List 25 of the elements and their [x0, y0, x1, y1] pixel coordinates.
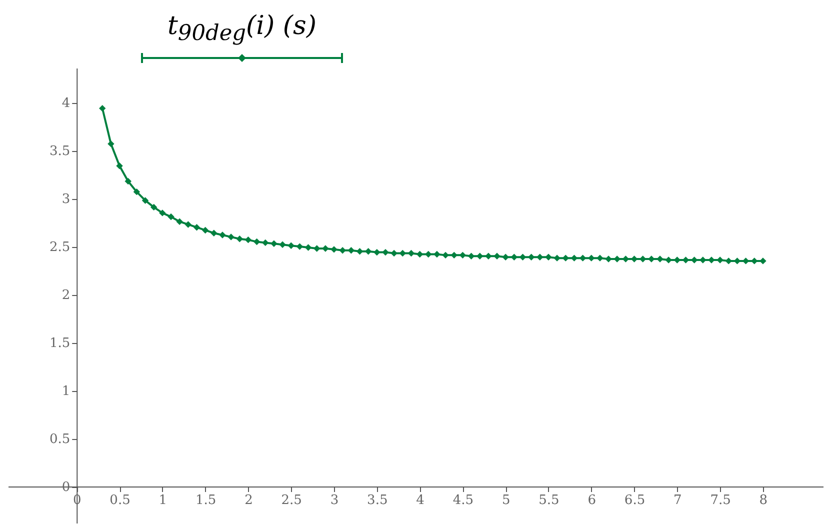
- x-tick-label: 0.5: [110, 493, 130, 508]
- y-tick-label: 3: [62, 192, 70, 208]
- x-tick-label: 1: [158, 493, 168, 508]
- x-tick-label: 6.5: [624, 493, 646, 508]
- x-tick-label: 7.5: [710, 493, 731, 508]
- x-tick-label: 2: [244, 493, 253, 508]
- y-tick-label: 1.5: [49, 336, 70, 352]
- x-tick-label: 3: [330, 493, 339, 508]
- x-tick-label: 2.5: [281, 493, 302, 508]
- y-tick-label: 4: [62, 96, 70, 112]
- x-tick-label: 8: [759, 493, 768, 508]
- x-tick-label: 4.5: [452, 493, 474, 508]
- y-tick-label: 0.5: [49, 432, 70, 448]
- x-tick-label: 5: [502, 493, 510, 508]
- x-tick-label: 7: [674, 493, 682, 508]
- y-tick-label: 2.5: [49, 240, 70, 256]
- y-tick-label: 1: [62, 384, 70, 400]
- x-tick-label: 3.5: [367, 493, 388, 508]
- x-tick-label: 6: [588, 493, 596, 508]
- y-tick-label: 3.5: [49, 144, 70, 160]
- x-tick-label: 4: [416, 493, 424, 508]
- x-tick-label: 5.5: [538, 493, 560, 508]
- x-tick-label: 1.5: [195, 493, 216, 508]
- y-tick-label: 2: [62, 288, 70, 304]
- text: t$_{90deg}$(i) (s): [167, 10, 317, 48]
